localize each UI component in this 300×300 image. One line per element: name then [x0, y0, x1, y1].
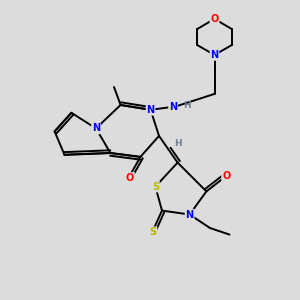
Text: N: N [92, 123, 100, 134]
Text: O: O [126, 173, 134, 183]
Text: S: S [152, 182, 159, 192]
Text: H: H [174, 139, 182, 148]
Text: N: N [146, 105, 155, 115]
Text: O: O [222, 171, 230, 182]
Text: O: O [210, 14, 219, 24]
Text: N: N [185, 209, 194, 220]
Text: N: N [169, 101, 177, 112]
Text: S: S [149, 227, 157, 237]
Text: H: H [183, 100, 191, 109]
Text: N: N [210, 50, 219, 60]
